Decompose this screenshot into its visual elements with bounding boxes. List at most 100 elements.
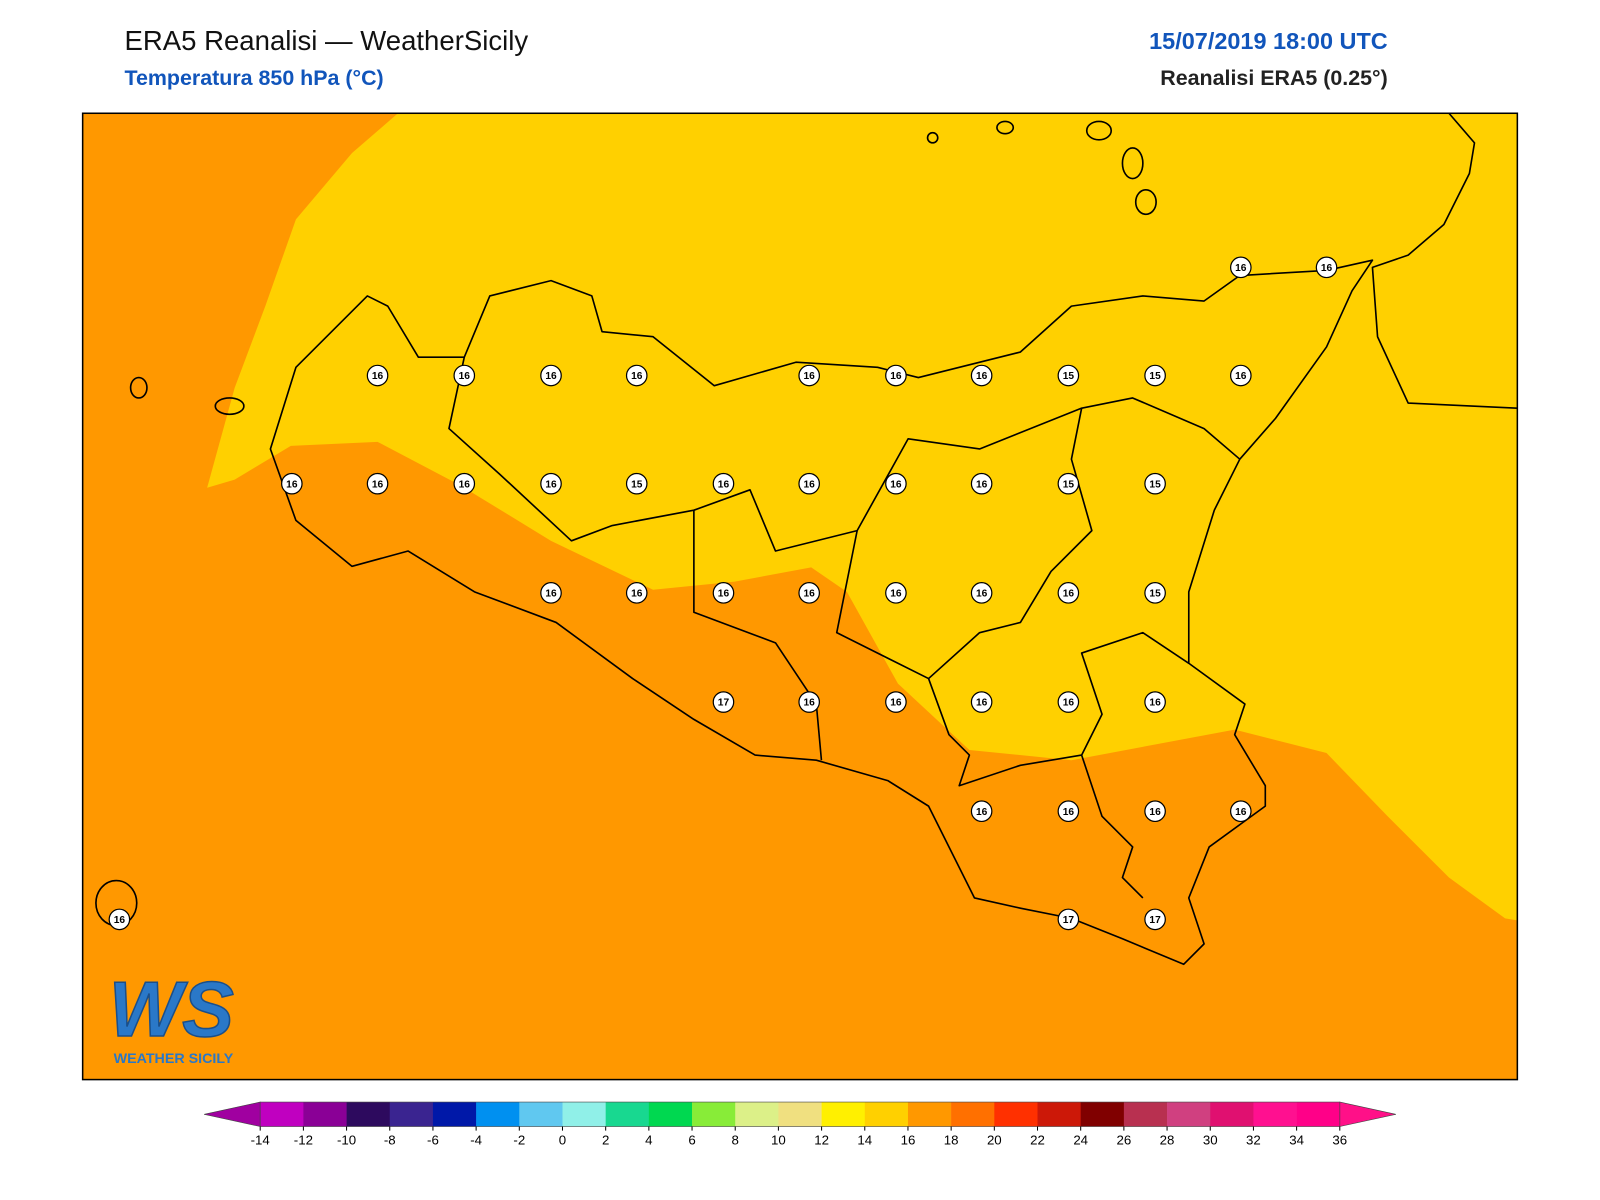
- station-marker: [1230, 256, 1252, 279]
- station-marker: [970, 472, 993, 495]
- coastline: [269, 259, 1374, 966]
- station: 15: [1144, 364, 1166, 387]
- colorbar-bin: [907, 1102, 952, 1127]
- stations: 16 16 16 16 16 16 16 16 16 15 15 16 16 16 16 16 15 16 16 16…: [108, 256, 1338, 931]
- station-marker: [1144, 691, 1166, 713]
- colorbar-bin: [562, 1102, 606, 1127]
- station-value: 16: [631, 589, 643, 600]
- station-value: 15: [1063, 479, 1075, 490]
- station-value: 16: [890, 479, 902, 490]
- station-marker: [453, 472, 476, 495]
- province-border: [448, 356, 1241, 552]
- station-value: 16: [976, 589, 988, 600]
- station-marker: [1057, 582, 1080, 604]
- station-marker: [885, 691, 907, 713]
- logo-mark: WS: [109, 967, 234, 1053]
- colorbar-tick-label: 16: [901, 1132, 916, 1147]
- station: 16: [885, 691, 907, 713]
- colorbar-tick-label: 26: [1117, 1132, 1132, 1147]
- colorbar-tick-label: 12: [814, 1132, 829, 1147]
- station-marker: [1144, 908, 1166, 931]
- colorbar-frame: [259, 1101, 1341, 1127]
- station-marker: [625, 472, 648, 495]
- colorbar-bin: [389, 1102, 434, 1127]
- coastline: [1371, 112, 1518, 409]
- station-marker: [625, 364, 648, 387]
- colorbar-tick-label: 22: [1030, 1132, 1045, 1147]
- station-marker: [540, 364, 562, 387]
- colorbar-tick-label: 10: [771, 1132, 786, 1147]
- colorbar-bin: [692, 1102, 736, 1127]
- station: 17: [712, 691, 735, 713]
- station: 16: [885, 472, 907, 495]
- station-marker: [1144, 800, 1166, 823]
- station-marker: [970, 364, 993, 387]
- island: [996, 120, 1015, 135]
- source: Reanalisi ERA5 (0.25°): [1160, 66, 1387, 90]
- station: 16: [366, 364, 389, 387]
- station-value: 16: [114, 915, 126, 926]
- station: 16: [970, 691, 993, 713]
- station: 16: [625, 582, 648, 604]
- colorbar-bin: [476, 1102, 520, 1127]
- island: [1134, 188, 1157, 216]
- station-value: 16: [1235, 263, 1247, 274]
- colorbar-bin: [346, 1102, 391, 1127]
- station-value: 15: [1149, 589, 1161, 600]
- colorbar-bin: [432, 1102, 477, 1127]
- station-value: 15: [1149, 371, 1161, 382]
- station: 16: [540, 472, 562, 495]
- station-value: 16: [1149, 698, 1161, 709]
- station-marker: [366, 472, 389, 495]
- station-marker: [798, 691, 821, 713]
- colorbar-over: [1339, 1101, 1396, 1127]
- station-value: 16: [372, 371, 384, 382]
- colorbar-bin: [1253, 1102, 1297, 1127]
- station-marker: [1057, 364, 1080, 387]
- station-marker: [1144, 472, 1166, 495]
- station: 16: [798, 364, 821, 387]
- colorbar-tick-label: 2: [602, 1132, 609, 1147]
- station: 16: [366, 472, 389, 495]
- station-value: 16: [545, 589, 557, 600]
- colorbar-bin: [1123, 1102, 1168, 1127]
- station-value: 16: [1063, 807, 1075, 818]
- island: [926, 131, 939, 144]
- station-value: 16: [631, 371, 643, 382]
- station: 17: [1057, 908, 1080, 931]
- station: 15: [1144, 582, 1166, 604]
- colorbar-tick-label: -12: [294, 1132, 313, 1147]
- station-value: 16: [890, 371, 902, 382]
- colorbar-tick-label: 34: [1289, 1132, 1304, 1147]
- station-marker: [798, 472, 821, 495]
- island: [214, 397, 245, 416]
- station-value: 16: [1063, 698, 1075, 709]
- station: 15: [1057, 364, 1080, 387]
- station-marker: [1230, 364, 1252, 387]
- station: 16: [281, 472, 303, 495]
- station: 16: [1144, 800, 1166, 823]
- station-value: 16: [459, 371, 471, 382]
- colorbar-tick-label: 14: [857, 1132, 872, 1147]
- colorbar-under: [204, 1101, 261, 1127]
- map: 16 16 16 16 16 16 16 16 16 15 15 16 16 16 16 16 15 16 16 16…: [81, 112, 1519, 1081]
- station: 16: [453, 364, 476, 387]
- station-value: 16: [804, 589, 816, 600]
- colorbar-tick-label: -2: [513, 1132, 525, 1147]
- station-value: 16: [1235, 807, 1247, 818]
- station: 16: [1057, 691, 1080, 713]
- station-value: 16: [976, 479, 988, 490]
- colorbar-bin: [303, 1102, 347, 1127]
- station-value: 16: [545, 371, 557, 382]
- colorbar-bin: [648, 1102, 693, 1127]
- station-value: 16: [1149, 807, 1161, 818]
- station-value: 15: [1149, 479, 1161, 490]
- station: 16: [1057, 582, 1080, 604]
- colorbar-tick-label: 30: [1203, 1132, 1218, 1147]
- station: 16: [798, 691, 821, 713]
- datetime: 15/07/2019 18:00 UTC: [1149, 28, 1388, 54]
- station: 16: [798, 472, 821, 495]
- colorbar-bin: [864, 1102, 909, 1127]
- colorbar-bin: [1210, 1102, 1254, 1127]
- station: 16: [1315, 256, 1338, 279]
